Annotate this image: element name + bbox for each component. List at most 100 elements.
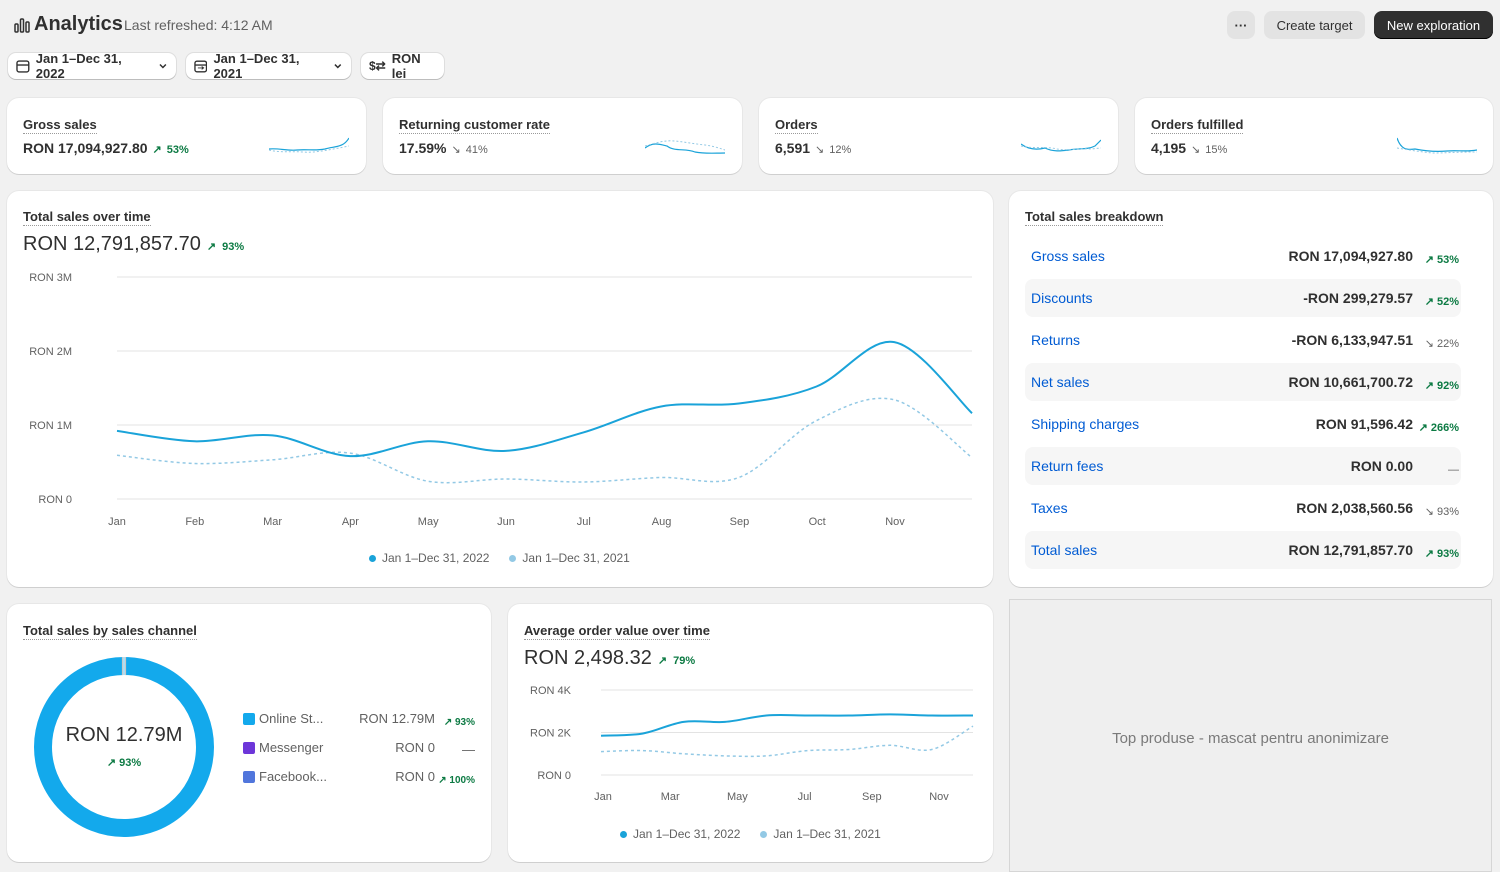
create-target-button[interactable]: Create target <box>1264 11 1365 39</box>
legend-swatch <box>509 554 517 562</box>
x-tick-label: Nov <box>885 516 905 528</box>
channel-name: Online St... <box>259 711 324 726</box>
breakdown-value: RON 91,596.42 <box>1315 416 1413 432</box>
metric-title: Orders fulfilled <box>1151 117 1244 134</box>
chart-title: Total sales over time <box>23 209 151 226</box>
trend-down-icon: ↘ <box>1424 506 1437 518</box>
x-tick-label: Jul <box>577 516 591 528</box>
legend-item-previous[interactable]: Jan 1–Dec 31, 2021 <box>760 827 881 841</box>
more-actions-button[interactable]: ··· <box>1227 11 1255 39</box>
breakdown-row[interactable]: Gross sales RON 17,094,927.80 ↗ 53% <box>1025 237 1461 275</box>
y-tick-label: RON 0 <box>38 494 72 506</box>
breakdown-value: RON 0.00 <box>1350 458 1413 474</box>
average-order-value-card: Average order value over time RON 2,498.… <box>508 604 993 862</box>
metric-title: Gross sales <box>23 117 97 134</box>
x-tick-label: Jan <box>594 791 612 803</box>
chart-total-change: 93% <box>222 241 245 253</box>
total-sales-breakdown-card: Total sales breakdown Gross sales RON 17,… <box>1009 191 1493 587</box>
breakdown-change-value: 93% <box>1436 506 1459 518</box>
trend-up-icon: ↗ <box>152 144 162 156</box>
total-sales-line-chart: RON 3M RON 2M RON 1M RON 0 Jan Feb Mar Apr May Ju… <box>29 272 973 528</box>
donut-center-change: 93% <box>119 757 142 769</box>
chart-title: Average order value over time <box>524 623 710 640</box>
trend-down-icon: ↘ <box>1191 144 1201 156</box>
breakdown-change: ↗ 266% <box>1415 418 1459 436</box>
breakdown-row[interactable]: Net sales RON 10,661,700.72 ↗ 92% <box>1025 363 1461 401</box>
metric-card-orders-fulfilled[interactable]: Orders fulfilled 4,195 ↘ 15% <box>1135 98 1493 174</box>
new-exploration-button[interactable]: New exploration <box>1374 11 1493 39</box>
legend-item-current[interactable]: Jan 1–Dec 31, 2022 <box>620 827 740 841</box>
chart-total-value: RON 2,498.32 <box>524 647 652 669</box>
breakdown-value: -RON 299,279.57 <box>1303 290 1413 306</box>
breakdown-row[interactable]: Shipping charges RON 91,596.42 ↗ 266% <box>1025 405 1461 443</box>
channel-swatch <box>243 713 255 725</box>
currency-exchange-icon: $⇄ <box>369 59 386 73</box>
breakdown-label[interactable]: Total sales <box>1031 542 1098 558</box>
channel-change-value: — <box>462 742 475 757</box>
breakdown-label[interactable]: Shipping charges <box>1031 416 1140 432</box>
trend-up-icon: ↗ <box>206 241 217 253</box>
more-icon: ··· <box>1234 17 1248 33</box>
breakdown-label[interactable]: Taxes <box>1031 500 1068 516</box>
total-sales-over-time-card: Total sales over time RON 12,791,857.70 … <box>7 191 993 587</box>
breakdown-change: — <box>1415 460 1459 478</box>
y-tick-label: RON 3M <box>29 272 72 284</box>
compare-range-picker[interactable]: Jan 1–Dec 31, 2021 <box>186 51 351 81</box>
date-range-picker[interactable]: Jan 1–Dec 31, 2022 <box>8 51 176 81</box>
metric-card-returning-customer-rate[interactable]: Returning customer rate 17.59% ↘ 41% <box>383 98 742 174</box>
breakdown-label[interactable]: Gross sales <box>1031 248 1105 264</box>
metric-change: 12% <box>829 144 852 156</box>
channel-change: ↗ 93% <box>444 713 475 728</box>
calendar-icon <box>16 60 30 73</box>
currency-picker[interactable]: $⇄ RON lei <box>361 51 444 81</box>
breakdown-change-value: 52% <box>1436 296 1459 308</box>
breakdown-value: RON 2,038,560.56 <box>1296 500 1413 516</box>
chart-total-value: RON 12,791,857.70 <box>23 233 201 255</box>
series-line-previous <box>116 397 973 484</box>
breakdown-row[interactable]: Taxes RON 2,038,560.56 ↘ 93% <box>1025 489 1461 527</box>
sparkline <box>269 137 349 153</box>
breakdown-change: ↘ 93% <box>1415 502 1459 520</box>
x-tick-label: May <box>418 516 439 528</box>
breakdown-row[interactable]: Discounts -RON 299,279.57 ↗ 52% <box>1025 279 1461 317</box>
breakdown-row[interactable]: Returns -RON 6,133,947.51 ↘ 22% <box>1025 321 1461 359</box>
sparkline <box>1397 137 1477 154</box>
metric-card-orders[interactable]: Orders 6,591 ↘ 12% <box>759 98 1118 174</box>
chevron-down-icon <box>159 64 167 69</box>
channel-change-value: 100% <box>449 775 475 786</box>
metric-change: 53% <box>166 144 189 156</box>
y-tick-label: RON 4K <box>530 685 572 697</box>
metric-title: Returning customer rate <box>399 117 550 134</box>
legend-swatch <box>760 830 768 838</box>
breakdown-change-value: 93% <box>1436 548 1459 560</box>
breakdown-change-value: — <box>1448 464 1459 476</box>
legend-label: Jan 1–Dec 31, 2021 <box>773 827 881 841</box>
metric-card-gross-sales[interactable]: Gross sales RON 17,094,927.80 ↗ 53% <box>7 98 366 174</box>
channel-change: — <box>462 742 475 757</box>
metric-change: 41% <box>465 144 488 156</box>
trend-down-icon: ↘ <box>815 144 825 156</box>
trend-up-icon: ↗ <box>1418 422 1431 434</box>
x-tick-label: Nov <box>929 791 949 803</box>
breakdown-row[interactable]: Total sales RON 12,791,857.70 ↗ 93% <box>1025 531 1461 569</box>
trend-up-icon: ↗ <box>1424 380 1437 392</box>
x-tick-label: Aug <box>652 516 672 528</box>
breakdown-change-value: 266% <box>1430 422 1459 434</box>
breakdown-value: RON 12,791,857.70 <box>1288 542 1413 558</box>
x-tick-label: Apr <box>342 516 359 528</box>
breakdown-value: RON 17,094,927.80 <box>1288 248 1413 264</box>
breakdown-label[interactable]: Returns <box>1031 332 1081 348</box>
trend-up-icon: ↗ <box>1424 548 1437 560</box>
breakdown-value: -RON 6,133,947.51 <box>1291 332 1413 348</box>
breakdown-row[interactable]: Return fees RON 0.00 — <box>1025 447 1461 485</box>
legend-swatch <box>369 554 376 562</box>
breakdown-label[interactable]: Return fees <box>1031 458 1104 474</box>
channel-row: Facebook... RON 0 ↗ 100% <box>243 768 475 788</box>
channel-name: Messenger <box>259 740 324 755</box>
legend-item-current[interactable]: Jan 1–Dec 31, 2022 <box>369 551 489 565</box>
legend-item-previous[interactable]: Jan 1–Dec 31, 2021 <box>509 551 630 565</box>
breakdown-label[interactable]: Discounts <box>1031 290 1093 306</box>
breakdown-label[interactable]: Net sales <box>1031 374 1090 390</box>
x-tick-label: Sep <box>862 791 882 803</box>
analytics-icon <box>14 17 30 33</box>
